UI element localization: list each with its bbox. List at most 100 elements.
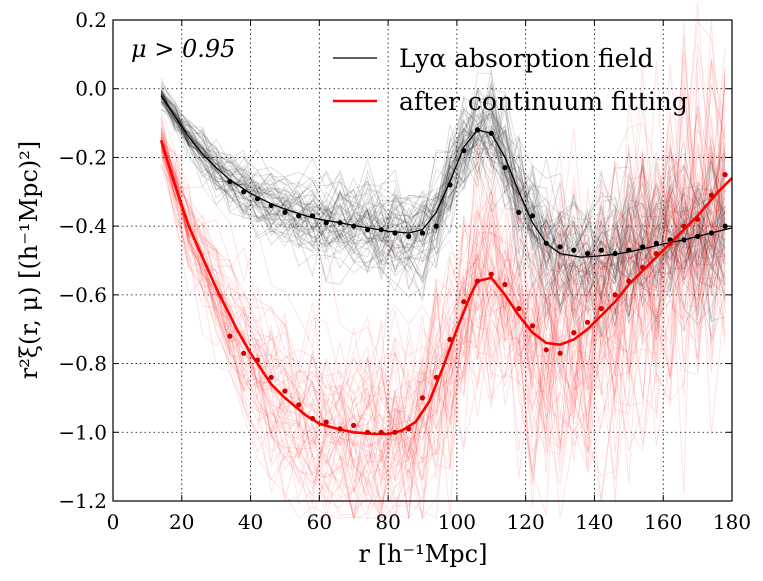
data-point-continuum (708, 192, 715, 198)
mock-line-lya (160, 97, 726, 317)
mock-line-lya (160, 94, 726, 294)
mock-line-continuum (160, 143, 726, 401)
data-point-lya (241, 189, 247, 195)
data-point-lya (488, 130, 494, 136)
model-line-continuum (159, 139, 733, 436)
mock-line-lya (160, 94, 726, 295)
y-tick-label: 0.2 (75, 8, 107, 32)
data-point-lya (268, 202, 274, 209)
y-tick-label: −1.0 (58, 420, 107, 444)
legend: Lyα absorption field after continuum fit… (333, 44, 688, 116)
mock-line-lya (160, 90, 726, 304)
data-point-continuum (282, 388, 288, 394)
mock-line-continuum (160, 84, 726, 449)
mock-line-continuum (160, 59, 726, 433)
mock-line-lya (160, 69, 726, 342)
data-point-lya (392, 230, 398, 236)
mock-line-lya (160, 109, 726, 337)
data-point-continuum (406, 426, 412, 432)
mock-line-continuum (160, 57, 726, 519)
data-point-continuum (433, 374, 439, 380)
data-point-lya (502, 165, 508, 171)
data-point-continuum (529, 323, 536, 329)
model-curves (159, 95, 733, 436)
data-point-continuum (722, 172, 728, 178)
data-point-lya (323, 220, 329, 226)
data-point-continuum (392, 429, 398, 435)
y-tick-label: −0.6 (58, 283, 107, 307)
data-point-continuum (626, 278, 632, 284)
mock-line-lya (160, 96, 726, 267)
data-point-lya (557, 244, 563, 250)
data-point-continuum (461, 299, 467, 305)
mock-line-continuum (160, 134, 726, 456)
mock-line-continuum (160, 138, 726, 520)
mock-line-lya (160, 93, 726, 318)
data-point-continuum (557, 350, 563, 356)
data-point-lya (612, 251, 618, 257)
mock-line-lya (160, 94, 726, 340)
data-point-lya (543, 240, 549, 246)
y-tick-label: −0.8 (58, 352, 107, 376)
data-point-lya (461, 148, 467, 154)
data-point-continuum (364, 429, 371, 435)
x-tick-label: 140 (575, 510, 613, 534)
mock-line-lya (160, 90, 726, 291)
x-tick-label: 120 (507, 510, 545, 534)
legend-label-continuum: after continuum fitting (399, 87, 688, 116)
legend-label-lya: Lyα absorption field (399, 44, 653, 73)
mock-line-lya (160, 90, 726, 323)
mock-line-continuum (160, 121, 726, 475)
mock-line-continuum (160, 137, 726, 501)
mock-line-lya (160, 82, 726, 288)
mock-line-lya (160, 101, 726, 332)
mock-line-lya (160, 83, 726, 325)
mock-line-lya (160, 93, 726, 330)
mock-line-continuum (160, 81, 726, 492)
mock-line-lya (160, 80, 726, 280)
x-tick-label: 0 (107, 510, 120, 534)
mock-line-continuum (160, 143, 726, 520)
data-point-continuum (681, 223, 687, 229)
x-tick-label: 160 (644, 510, 682, 534)
mock-line-lya (160, 100, 726, 307)
mock-line-lya (160, 89, 726, 303)
mock-line-continuum (160, 42, 726, 495)
data-point-lya (695, 233, 701, 239)
mock-line-continuum (160, 122, 726, 436)
mock-line-lya (160, 91, 726, 298)
data-point-lya (227, 178, 233, 185)
mock-line-lya (160, 90, 726, 331)
mock-line-continuum (160, 146, 726, 476)
mock-line-lya (160, 86, 726, 320)
data-point-continuum (337, 426, 343, 432)
data-points (227, 127, 728, 435)
data-point-continuum (447, 336, 453, 343)
mock-line-continuum (160, 127, 726, 504)
mock-line-continuum (160, 104, 726, 482)
data-point-lya (571, 247, 577, 253)
mock-line-continuum (160, 20, 726, 485)
data-point-continuum (227, 333, 233, 339)
axis-ticks: 0 20 40 60 80 100 120 140 160 180 −1.2 −1.0 −0.8 −0.6… (58, 8, 751, 534)
data-point-lya (722, 223, 728, 229)
mock-line-lya (160, 92, 726, 306)
mock-line-continuum (160, 57, 726, 519)
mock-line-lya (160, 88, 726, 328)
data-point-lya (337, 220, 343, 226)
mock-line-continuum (160, 141, 726, 519)
mock-line-continuum (160, 105, 726, 465)
data-point-lya (598, 247, 604, 253)
data-point-continuum (612, 292, 618, 298)
data-point-continuum (351, 422, 357, 428)
data-point-lya (474, 127, 481, 133)
y-axis-label: r²ξ(r, μ) [(h⁻¹Mpc)²] (15, 141, 43, 380)
mock-line-continuum (160, 132, 726, 446)
mock-line-lya (160, 96, 726, 308)
data-point-continuum (543, 347, 549, 353)
x-axis-label: r [h⁻¹Mpc] (359, 540, 488, 568)
mock-line-continuum (160, 56, 726, 449)
data-point-continuum (296, 402, 302, 408)
mock-line-continuum (160, 85, 726, 520)
